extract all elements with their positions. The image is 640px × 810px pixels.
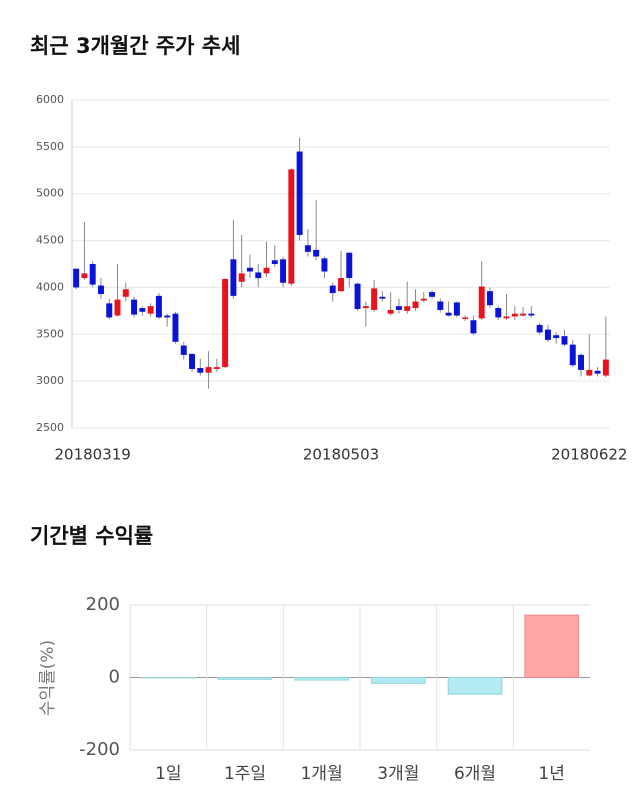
- candle-body: [73, 268, 80, 288]
- y-tick-label: 5500: [36, 140, 64, 153]
- candle-body: [528, 313, 535, 316]
- candle-body: [321, 258, 328, 272]
- x-tick-label: 6개월: [454, 764, 496, 784]
- candle-body: [106, 303, 113, 318]
- candle-body: [429, 292, 436, 297]
- candle-body: [172, 313, 179, 342]
- candle-body: [255, 272, 262, 279]
- candle-body: [395, 306, 402, 310]
- bar: [294, 677, 350, 681]
- candle-body: [238, 273, 245, 282]
- candle-body: [288, 169, 295, 284]
- candle-body: [404, 306, 411, 311]
- y-axis-label: 수익률(%): [38, 640, 58, 716]
- bar: [217, 677, 273, 680]
- x-tick-label: 1일: [155, 764, 181, 784]
- candle-body: [155, 295, 162, 318]
- candle-body: [520, 313, 527, 316]
- y-tick-label: 2500: [36, 421, 64, 434]
- candle-body: [189, 353, 195, 369]
- bar: [447, 677, 503, 695]
- chart-title: 최근 3개월간 주가 추세: [30, 34, 240, 58]
- x-tick-label: 20180503: [303, 446, 379, 464]
- candle-body: [420, 298, 427, 301]
- y-tick-label: 200: [86, 594, 120, 615]
- candle-body: [164, 315, 171, 318]
- candle-body: [271, 260, 278, 264]
- candle-body: [222, 278, 229, 368]
- candle-body: [313, 249, 320, 257]
- y-tick-label: 4000: [36, 280, 64, 293]
- candle-body: [478, 286, 485, 319]
- candle-body: [131, 299, 138, 315]
- candle-body: [246, 267, 253, 272]
- candle-body: [213, 367, 220, 369]
- candle-body: [561, 336, 568, 345]
- candle-body: [180, 345, 187, 355]
- candle-body: [487, 291, 493, 306]
- candle-body: [412, 301, 419, 309]
- y-tick-label: 0: [109, 667, 120, 688]
- candle-body: [147, 306, 154, 314]
- candle-body: [437, 301, 444, 310]
- candle-body: [569, 344, 576, 366]
- y-tick-label: -200: [79, 739, 120, 760]
- candle-body: [544, 329, 551, 340]
- y-tick-label: 5000: [36, 187, 64, 200]
- y-tick-label: 6000: [36, 93, 64, 106]
- candle-body: [578, 354, 585, 370]
- candle-body: [495, 308, 502, 318]
- candle-body: [97, 285, 104, 294]
- candle-body: [586, 369, 593, 376]
- candle-body: [122, 289, 129, 297]
- bar: [371, 677, 426, 684]
- candle-body: [354, 283, 361, 309]
- candle-body: [263, 267, 270, 274]
- candle-body: [387, 309, 394, 314]
- x-tick-label: 1년: [538, 764, 564, 784]
- candle-body: [114, 299, 121, 316]
- candle-body: [511, 313, 518, 317]
- candle-body: [205, 367, 212, 373]
- candle-body: [379, 296, 386, 299]
- y-tick-label: 4500: [36, 234, 64, 247]
- candle-body: [338, 278, 344, 292]
- candle-body: [346, 252, 353, 279]
- candle-body: [296, 151, 303, 235]
- y-tick-label: 3000: [36, 374, 64, 387]
- candle-body: [280, 259, 287, 283]
- candle-body: [81, 273, 88, 279]
- x-tick-label: 3개월: [377, 764, 419, 784]
- candle-body: [470, 320, 477, 334]
- candle-body: [536, 324, 543, 333]
- candle-body: [462, 317, 469, 319]
- x-tick-label: 20180622: [551, 446, 627, 464]
- candle-body: [304, 245, 311, 252]
- candle-body: [445, 312, 452, 316]
- chart-title: 기간별 수익률: [30, 524, 153, 548]
- candle-body: [329, 285, 336, 294]
- candle-body: [362, 306, 369, 309]
- x-tick-label: 1주일: [224, 764, 266, 784]
- x-tick-label: 1개월: [301, 764, 343, 784]
- candle-body: [89, 264, 96, 285]
- candle-body: [371, 288, 378, 310]
- candle-body: [602, 359, 609, 376]
- candle-body: [139, 308, 146, 312]
- candle-body: [230, 259, 237, 296]
- candle-body: [503, 316, 510, 319]
- candle-body: [594, 370, 601, 374]
- candle-body: [553, 335, 560, 339]
- candle-body: [453, 302, 460, 316]
- candle-body: [197, 368, 204, 373]
- x-tick-label: 20180319: [55, 446, 131, 464]
- y-tick-label: 3500: [36, 327, 64, 340]
- bar: [524, 614, 579, 679]
